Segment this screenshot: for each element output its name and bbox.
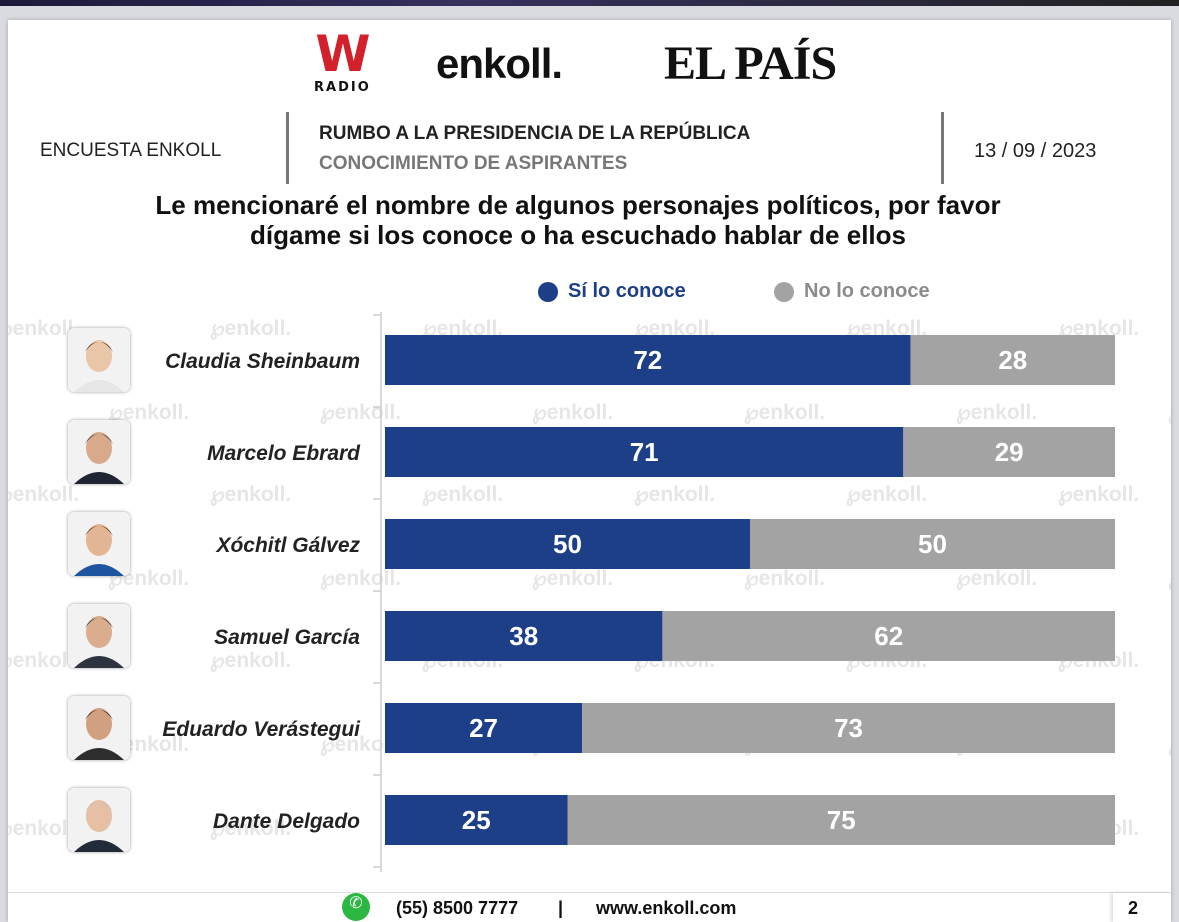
w-radio-text: RADIO	[314, 80, 371, 95]
bar-no-lo-conoce	[903, 427, 1115, 477]
category-label: Claudia Sheinbaum	[165, 350, 360, 373]
bar-si-lo-conoce	[385, 335, 911, 385]
legend-swatch-si	[538, 281, 558, 302]
survey-question: Le mencionaré el nombre de algunos perso…	[88, 190, 1068, 250]
bar-data-label: 62	[874, 621, 903, 651]
bar-no-lo-conoce	[662, 611, 1115, 661]
whatsapp-icon: ✆	[342, 893, 370, 921]
bar-no-lo-conoce	[910, 335, 1115, 385]
candidate-photo	[68, 696, 130, 760]
legend-item-si: Sí lo conoce	[538, 280, 686, 303]
legend-label: Sí lo conoce	[568, 280, 686, 302]
footer-phone: (55) 8500 7777	[396, 898, 519, 918]
candidate-photo	[68, 420, 130, 484]
bar-data-label: 28	[998, 345, 1027, 375]
question-line: Le mencionaré el nombre de algunos perso…	[155, 190, 1001, 220]
chart-legend: Sí lo conoce No lo conoce	[8, 280, 1171, 306]
header-divider	[286, 112, 289, 184]
category-label: Samuel García	[214, 626, 360, 649]
slide-card: W RADIO enkoll. EL PAÍS ENCUESTA ENKOLL …	[8, 20, 1171, 922]
bar-si-lo-conoce	[385, 795, 568, 845]
el-pais-logo: EL PAÍS	[664, 37, 837, 90]
category-label: Dante Delgado	[213, 810, 360, 833]
question-line: dígame si los conoce o ha escuchado habl…	[250, 220, 906, 250]
footer: ✆ (55) 8500 7777 | www.enkoll.com 2	[8, 892, 1171, 922]
bar-si-lo-conoce	[385, 611, 663, 661]
bar-data-label: 73	[834, 713, 863, 743]
candidate-photo	[68, 328, 130, 392]
enkoll-logo: enkoll.	[436, 40, 563, 87]
w-radio-logo: W RADIO	[312, 25, 376, 98]
legend-swatch-no	[774, 281, 794, 302]
survey-label: ENCUESTA ENKOLL	[40, 140, 222, 161]
footer-separator: |	[558, 898, 564, 918]
category-label: Eduardo Verástegui	[162, 718, 361, 741]
page-number-box	[1113, 893, 1171, 922]
bar-data-label: 25	[462, 805, 491, 835]
bar-si-lo-conoce	[385, 427, 904, 477]
header-title: RUMBO A LA PRESIDENCIA DE LA REPÚBLICA	[319, 123, 751, 144]
bar-no-lo-conoce	[582, 703, 1115, 753]
candidate-photo	[68, 512, 130, 576]
bar-chart: 72 28 Claudia Sheinbaum 71 29 Marcelo Ebrard 5…	[162, 312, 1115, 872]
bar-data-label: 72	[633, 345, 662, 375]
bar-data-label: 50	[918, 529, 947, 559]
w-radio-letter: W	[315, 25, 370, 83]
bar-data-label: 38	[509, 621, 538, 651]
header-subtitle: CONOCIMIENTO DE ASPIRANTES	[319, 153, 628, 174]
bar-no-lo-conoce	[750, 519, 1115, 569]
candidate-photo	[68, 788, 130, 852]
survey-date: 13 / 09 / 2023	[974, 140, 1097, 162]
logos-row: W RADIO enkoll. EL PAÍS	[8, 25, 1171, 108]
bar-si-lo-conoce	[385, 703, 583, 753]
bar-data-label: 50	[553, 529, 582, 559]
candidate-photo	[68, 604, 130, 668]
bar-data-label: 75	[827, 805, 856, 835]
bar-si-lo-conoce	[385, 519, 750, 569]
bar-data-label: 29	[995, 437, 1024, 467]
category-label: Xóchitl Gálvez	[215, 534, 360, 557]
bar-data-label: 27	[469, 713, 498, 743]
bar-no-lo-conoce	[567, 795, 1115, 845]
footer-website[interactable]: www.enkoll.com	[596, 898, 737, 918]
top-strip	[0, 0, 1179, 6]
bar-data-label: 71	[630, 437, 659, 467]
category-label: Marcelo Ebrard	[207, 442, 361, 465]
legend-item-no: No lo conoce	[774, 280, 930, 303]
page-number: 2	[1128, 898, 1139, 918]
header-divider	[941, 112, 944, 184]
legend-label: No lo conoce	[804, 280, 930, 302]
